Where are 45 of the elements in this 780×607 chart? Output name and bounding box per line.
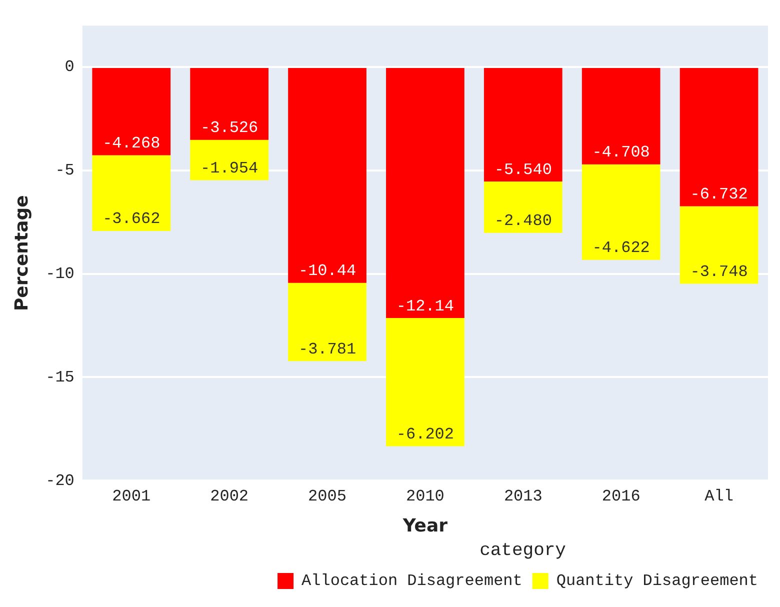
bar bbox=[92, 155, 171, 231]
x-tick-label: 2005 bbox=[308, 487, 346, 506]
data-label: -4.622 bbox=[592, 239, 650, 258]
bar bbox=[92, 68, 171, 156]
x-tick-label: 2016 bbox=[602, 487, 640, 506]
bar bbox=[190, 140, 268, 180]
data-label: -6.732 bbox=[690, 185, 748, 204]
bar bbox=[484, 182, 562, 233]
bar bbox=[484, 68, 562, 182]
legend-label: Quantity Disagreement bbox=[556, 572, 758, 590]
data-label: -1.954 bbox=[200, 160, 258, 178]
data-label: -10.44 bbox=[298, 262, 356, 280]
bar bbox=[680, 206, 758, 284]
bar bbox=[386, 318, 464, 446]
data-label: -2.480 bbox=[494, 212, 552, 230]
x-tick-label: 2002 bbox=[210, 487, 249, 506]
y-tick-label: -20 bbox=[46, 472, 74, 490]
y-tick-label: 0 bbox=[64, 58, 74, 76]
data-label: -12.14 bbox=[396, 297, 454, 316]
data-label: -3.781 bbox=[298, 340, 356, 358]
y-axis-title: Percentage bbox=[11, 195, 32, 312]
legend-label: Allocation Disagreement bbox=[302, 572, 522, 590]
x-tick-label: 2010 bbox=[406, 487, 444, 506]
x-tick-label: 2013 bbox=[504, 487, 542, 506]
y-tick-label: -5 bbox=[55, 162, 74, 180]
bar bbox=[582, 164, 660, 260]
y-tick-label: -10 bbox=[46, 265, 74, 284]
x-tick-label: All bbox=[704, 487, 734, 506]
y-tick-label: -15 bbox=[46, 368, 74, 386]
data-label: -5.540 bbox=[494, 160, 552, 179]
data-label: -4.708 bbox=[592, 144, 650, 162]
x-axis-title: Year bbox=[402, 515, 448, 536]
data-label: -3.748 bbox=[690, 262, 748, 281]
data-label: -3.526 bbox=[200, 119, 258, 138]
bar bbox=[288, 68, 366, 283]
bar bbox=[288, 282, 366, 362]
bar bbox=[582, 68, 660, 164]
bar bbox=[386, 68, 464, 318]
data-label: -3.662 bbox=[102, 210, 160, 228]
bar bbox=[680, 68, 758, 206]
data-label: -4.268 bbox=[102, 134, 160, 152]
x-tick-label: 2001 bbox=[112, 487, 151, 506]
bar bbox=[190, 68, 268, 140]
data-label: -6.202 bbox=[396, 426, 454, 444]
legend-title: category bbox=[480, 541, 566, 562]
